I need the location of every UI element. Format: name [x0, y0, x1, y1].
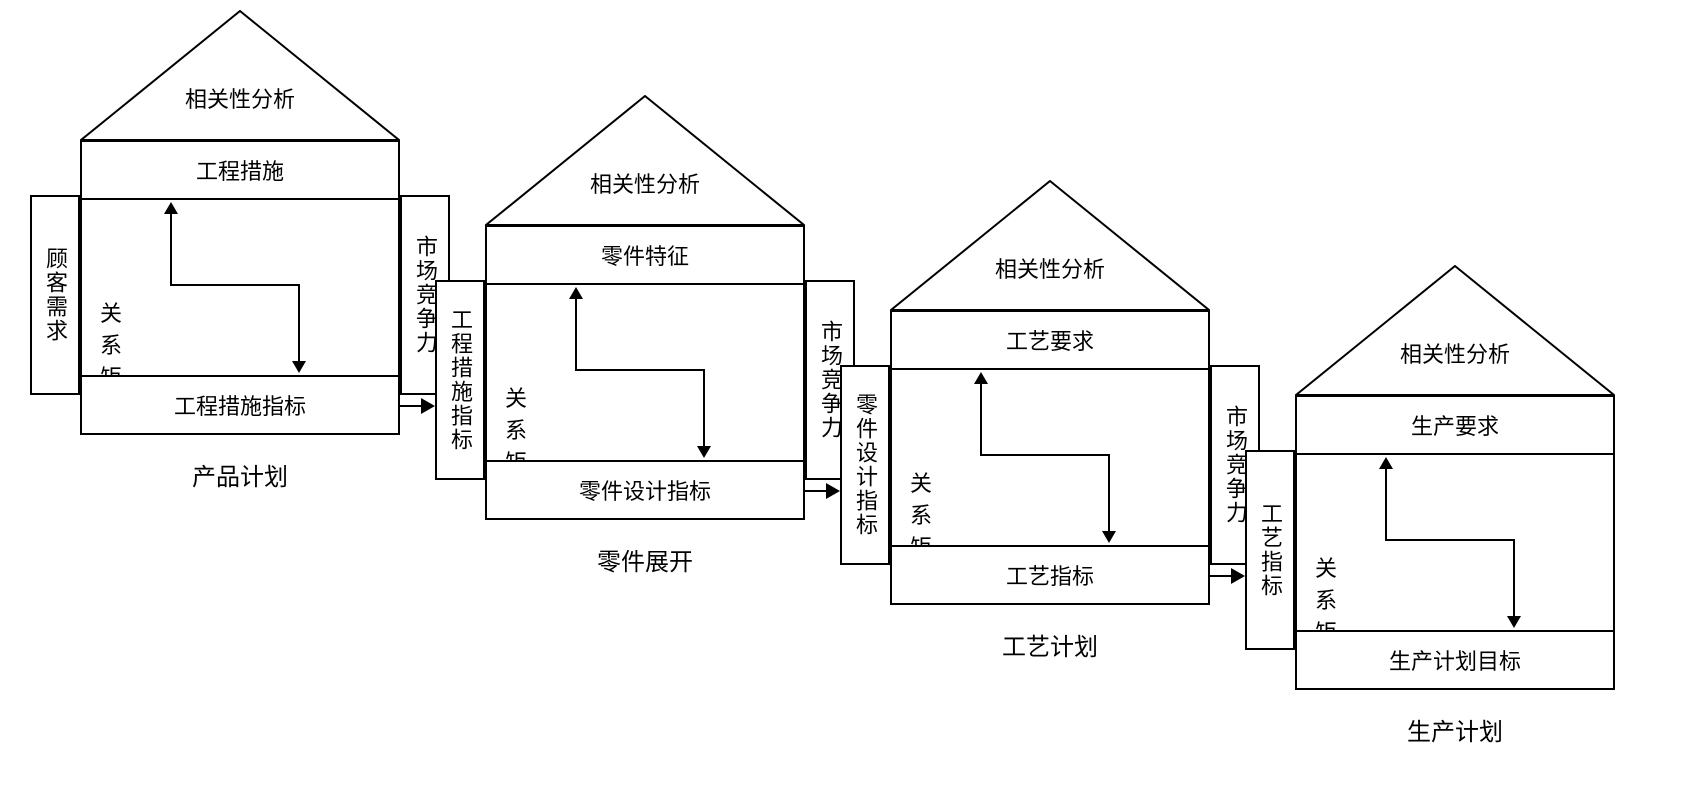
loop-arrows	[1295, 455, 1615, 630]
roof-triangle	[80, 10, 400, 142]
roof-label: 相关性分析	[1295, 337, 1615, 369]
left-side-box: 零件设计指标	[840, 365, 890, 565]
roof-label: 相关性分析	[485, 167, 805, 199]
bottom-box: 零件设计指标	[485, 460, 805, 520]
bottom-box: 生产计划目标	[1295, 630, 1615, 690]
loop-arrows	[890, 370, 1210, 545]
caption: 产品计划	[80, 457, 400, 492]
loop-arrows	[80, 200, 400, 375]
bottom-box: 工程措施指标	[80, 375, 400, 435]
roof-triangle	[890, 180, 1210, 312]
connector-arrow-2	[805, 490, 838, 492]
qfd-cascade-diagram: 相关性分析工程措施关系矩阵工程措施指标顾客需求市场竞争力产品计划相关性分析零件特…	[0, 0, 1699, 804]
connector-arrow-1	[400, 405, 433, 407]
top-box: 工艺要求	[890, 310, 1210, 370]
left-side-box: 顾客需求	[30, 195, 80, 395]
top-box: 零件特征	[485, 225, 805, 285]
caption: 零件展开	[485, 542, 805, 577]
roof-label: 相关性分析	[80, 82, 400, 114]
roof-label: 相关性分析	[890, 252, 1210, 284]
top-box: 生产要求	[1295, 395, 1615, 455]
top-box: 工程措施	[80, 140, 400, 200]
roof-triangle	[485, 95, 805, 227]
caption: 生产计划	[1295, 712, 1615, 747]
roof-triangle	[1295, 265, 1615, 397]
left-side-box: 工艺指标	[1245, 450, 1295, 650]
loop-arrows	[485, 285, 805, 460]
caption: 工艺计划	[890, 627, 1210, 662]
bottom-box: 工艺指标	[890, 545, 1210, 605]
left-side-box: 工程措施指标	[435, 280, 485, 480]
connector-arrow-3	[1210, 575, 1243, 577]
